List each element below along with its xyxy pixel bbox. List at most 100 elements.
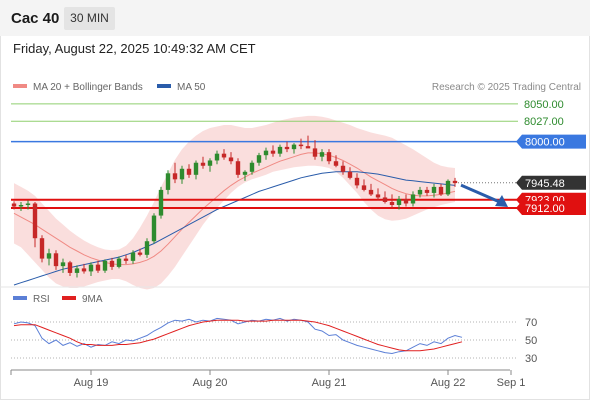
candle-body xyxy=(116,258,122,267)
candle-body xyxy=(431,186,437,193)
candle-body xyxy=(74,268,80,273)
chart-header: Cac 40 30 MIN xyxy=(0,0,590,36)
candle-body xyxy=(242,171,248,175)
candle-body xyxy=(81,268,87,272)
legend-swatch xyxy=(62,296,76,300)
bollinger-band xyxy=(14,115,455,290)
forecast-arrow-head xyxy=(495,195,508,208)
candle-body xyxy=(18,205,24,207)
ma20-line xyxy=(13,152,456,266)
candle-body xyxy=(179,168,185,180)
symbol-title: Cac 40 xyxy=(11,10,60,27)
candle-body xyxy=(277,146,283,154)
x-tick-label: Aug 22 xyxy=(431,377,466,389)
candle-body xyxy=(60,262,66,267)
candles xyxy=(11,135,458,278)
candle-body xyxy=(375,194,381,198)
candle-body xyxy=(193,162,199,175)
x-tick-label: Sep 1 xyxy=(497,377,526,389)
candle-body xyxy=(46,253,52,259)
level-7912.00-tag xyxy=(516,201,586,216)
level-7945.48-tag xyxy=(516,175,586,190)
candle-body xyxy=(32,203,38,239)
x-tick-label: Aug 21 xyxy=(312,377,347,389)
candle-body xyxy=(284,146,290,150)
candle-body xyxy=(305,146,311,149)
candle-body xyxy=(361,185,367,190)
candle-body xyxy=(389,201,395,205)
candle-body xyxy=(452,180,458,184)
legend-swatch xyxy=(13,296,27,300)
candle-body xyxy=(319,152,325,157)
candle-body xyxy=(410,194,416,204)
ma9-legend-label: 9MA xyxy=(82,294,103,305)
candle-body xyxy=(221,153,227,158)
candle-body xyxy=(95,264,101,271)
candle-body xyxy=(102,260,108,271)
candle-body xyxy=(382,197,388,202)
watermark: Research © 2025 Trading Central xyxy=(432,82,581,93)
level-7945.48-label: 7945.48 xyxy=(525,178,565,190)
timestamp: Friday, August 22, 2025 10:49:32 AM CET xyxy=(13,41,256,56)
candle-body xyxy=(67,262,73,273)
candle-body xyxy=(312,148,318,157)
candle-body xyxy=(88,264,94,272)
candle-body xyxy=(11,203,17,207)
candle-body xyxy=(144,241,150,255)
candle-body xyxy=(158,189,164,216)
candle-body xyxy=(396,198,402,205)
level-8050.00-label: 8050.00 xyxy=(524,99,564,111)
level-8000.00-tag xyxy=(516,134,586,149)
candle-body xyxy=(109,260,115,267)
level-8027.00-label: 8027.00 xyxy=(524,116,564,128)
candle-body xyxy=(249,162,255,172)
candle-body xyxy=(333,161,339,166)
rsi-tick-label: 50 xyxy=(525,335,537,347)
candle-body xyxy=(25,203,31,205)
candle-body xyxy=(214,153,220,161)
candle-body xyxy=(445,180,451,195)
candle-body xyxy=(263,150,269,156)
candle-body xyxy=(165,173,171,190)
level-8000.00-label: 8000.00 xyxy=(525,137,565,149)
candle-body xyxy=(172,173,178,180)
timeframe-button[interactable]: 30 MIN xyxy=(64,7,115,30)
candle-body xyxy=(123,258,129,261)
x-tick-label: Aug 19 xyxy=(74,377,109,389)
candle-body xyxy=(151,215,157,242)
candle-body xyxy=(207,160,213,166)
candle-body xyxy=(403,198,409,204)
candle-body xyxy=(326,152,332,162)
legend-swatch xyxy=(13,84,27,88)
x-tick-label: Aug 20 xyxy=(193,377,228,389)
candle-body xyxy=(347,171,353,178)
rsi-legend-label: RSI xyxy=(33,294,50,305)
candle-body xyxy=(186,168,192,175)
candle-body xyxy=(424,189,430,193)
level-7912.00-label: 7912.00 xyxy=(525,203,565,215)
candle-body xyxy=(256,155,262,163)
candle-body xyxy=(368,189,374,195)
candle-body xyxy=(130,252,136,261)
legend-label: MA 20 + Bollinger Bands xyxy=(33,82,143,93)
ma50-line xyxy=(13,171,456,286)
candle-body xyxy=(291,144,297,150)
candle-body xyxy=(39,238,45,259)
candle-body xyxy=(340,165,346,172)
forecast-arrow-shaft xyxy=(460,183,503,205)
rsi-tick-label: 70 xyxy=(525,317,537,329)
rsi-tick-label: 30 xyxy=(525,353,537,365)
candle-body xyxy=(417,189,423,195)
candle-body xyxy=(235,161,241,175)
legend-label: MA 50 xyxy=(177,82,206,93)
rsi-line xyxy=(13,317,463,355)
candle-body xyxy=(270,150,276,154)
candle-body xyxy=(228,157,234,162)
candle-body xyxy=(438,186,444,195)
rsi-ma9-line xyxy=(13,319,463,352)
legend-swatch xyxy=(157,84,171,88)
candle-body xyxy=(200,162,206,166)
candle-body xyxy=(298,144,304,147)
candle-body xyxy=(354,177,360,186)
